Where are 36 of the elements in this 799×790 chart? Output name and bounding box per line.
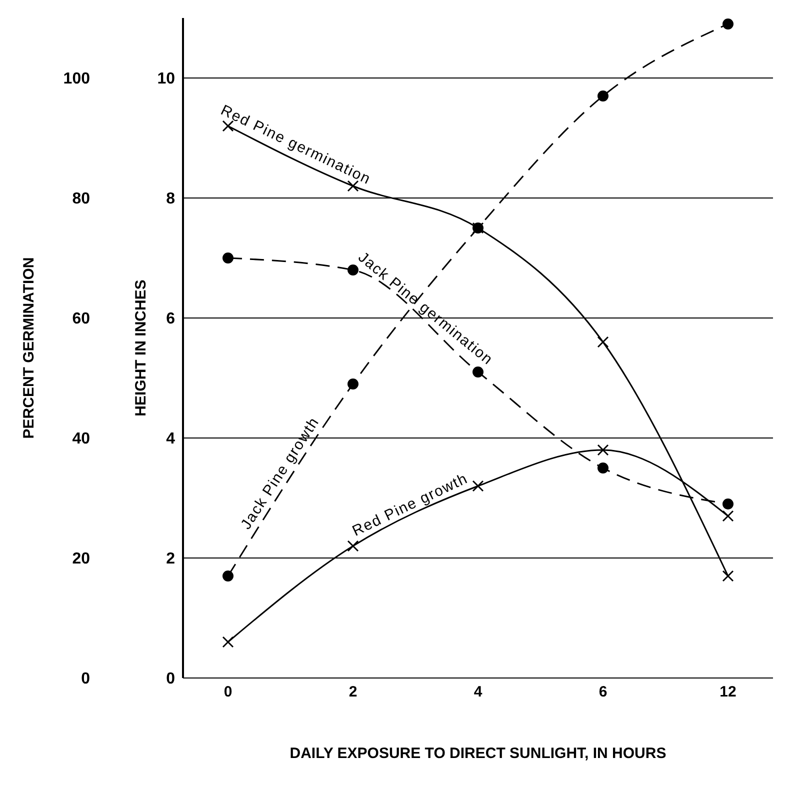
x-tick-label: 2 (348, 684, 358, 701)
y-tick-label: 6 (166, 310, 176, 328)
x-tick-label: 12 (720, 684, 736, 701)
point (722, 498, 734, 510)
point (722, 570, 734, 582)
y-tick-label: 2 (166, 550, 176, 568)
y2-axis-title: PERCENT GERMINATION (20, 257, 38, 439)
x-tick-label: 6 (598, 684, 608, 701)
x-tick-label: 0 (224, 684, 232, 701)
point (597, 336, 609, 348)
point (598, 462, 608, 474)
y-axis-title: HEIGHT IN INCHES (132, 280, 150, 416)
y2-tick-label: 20 (72, 550, 90, 568)
point (598, 90, 608, 102)
y2-tick-label: 60 (72, 310, 90, 328)
x-tick-label: 4 (474, 684, 483, 701)
point (472, 480, 484, 492)
y2-tick-label: 80 (72, 190, 90, 208)
y2-tick-label: 40 (72, 430, 90, 448)
y-tick-label: 8 (166, 190, 176, 208)
x-axis-title: DAILY EXPOSURE TO DIRECT SUNLIGHT, IN HOURS (290, 745, 666, 762)
point (597, 444, 609, 456)
y2-tick-label: 0 (81, 670, 90, 688)
y-tick-label: 10 (157, 70, 176, 88)
point (722, 510, 734, 522)
point (222, 252, 234, 264)
y-tick-label: 0 (166, 670, 176, 688)
point (722, 18, 734, 30)
point (222, 570, 234, 582)
point (472, 366, 484, 378)
point (222, 636, 234, 648)
point (348, 264, 358, 276)
point (348, 378, 358, 390)
y-tick-label: 4 (166, 430, 176, 448)
point (347, 540, 359, 552)
y2-tick-label: 100 (63, 70, 90, 88)
